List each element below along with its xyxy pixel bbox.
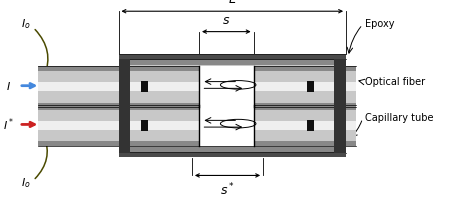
Bar bbox=[307, 120, 314, 131]
Bar bbox=[141, 120, 148, 131]
Bar bbox=[118, 147, 346, 153]
Bar bbox=[118, 98, 130, 153]
Bar bbox=[118, 81, 346, 93]
Bar bbox=[38, 66, 356, 107]
Text: Epoxy: Epoxy bbox=[365, 19, 394, 30]
Bar bbox=[118, 93, 346, 98]
Bar bbox=[307, 81, 314, 92]
Bar bbox=[118, 119, 346, 132]
Text: $I_o$: $I_o$ bbox=[21, 18, 31, 31]
Text: $I^*$: $I^*$ bbox=[3, 116, 14, 133]
Bar bbox=[199, 105, 254, 146]
Bar bbox=[118, 98, 346, 104]
Bar bbox=[118, 59, 346, 114]
Bar bbox=[38, 105, 356, 146]
Bar bbox=[38, 121, 356, 130]
Text: $s^*$: $s^*$ bbox=[220, 182, 235, 198]
Text: $I_o$: $I_o$ bbox=[21, 177, 31, 191]
Bar bbox=[199, 66, 254, 107]
Bar bbox=[118, 118, 346, 119]
Text: $I$: $I$ bbox=[6, 80, 11, 92]
Bar bbox=[118, 153, 346, 157]
Bar bbox=[141, 81, 148, 92]
Bar bbox=[118, 55, 346, 59]
Text: Optical fiber: Optical fiber bbox=[365, 76, 425, 87]
Bar bbox=[38, 105, 356, 110]
Bar bbox=[118, 98, 346, 153]
Bar bbox=[118, 152, 346, 153]
Bar bbox=[118, 98, 346, 99]
Text: $I_1$: $I_1$ bbox=[189, 75, 197, 88]
Text: $I_2^*$: $I_2^*$ bbox=[187, 120, 197, 135]
Bar bbox=[118, 59, 346, 65]
Bar bbox=[38, 141, 356, 146]
Bar bbox=[118, 108, 346, 114]
Bar bbox=[118, 59, 346, 60]
Bar bbox=[38, 103, 356, 107]
Bar bbox=[38, 66, 356, 71]
Bar bbox=[38, 82, 356, 91]
Text: $I_2$: $I_2$ bbox=[189, 82, 197, 95]
Bar bbox=[118, 114, 346, 119]
Text: Capillary tube: Capillary tube bbox=[365, 113, 434, 123]
Bar bbox=[334, 98, 346, 153]
Text: $s$: $s$ bbox=[222, 13, 230, 27]
Bar bbox=[118, 54, 346, 55]
Bar bbox=[334, 59, 346, 114]
Text: $I_1^*$: $I_1^*$ bbox=[187, 113, 197, 128]
Text: $L$: $L$ bbox=[228, 0, 237, 6]
Bar bbox=[118, 59, 130, 114]
